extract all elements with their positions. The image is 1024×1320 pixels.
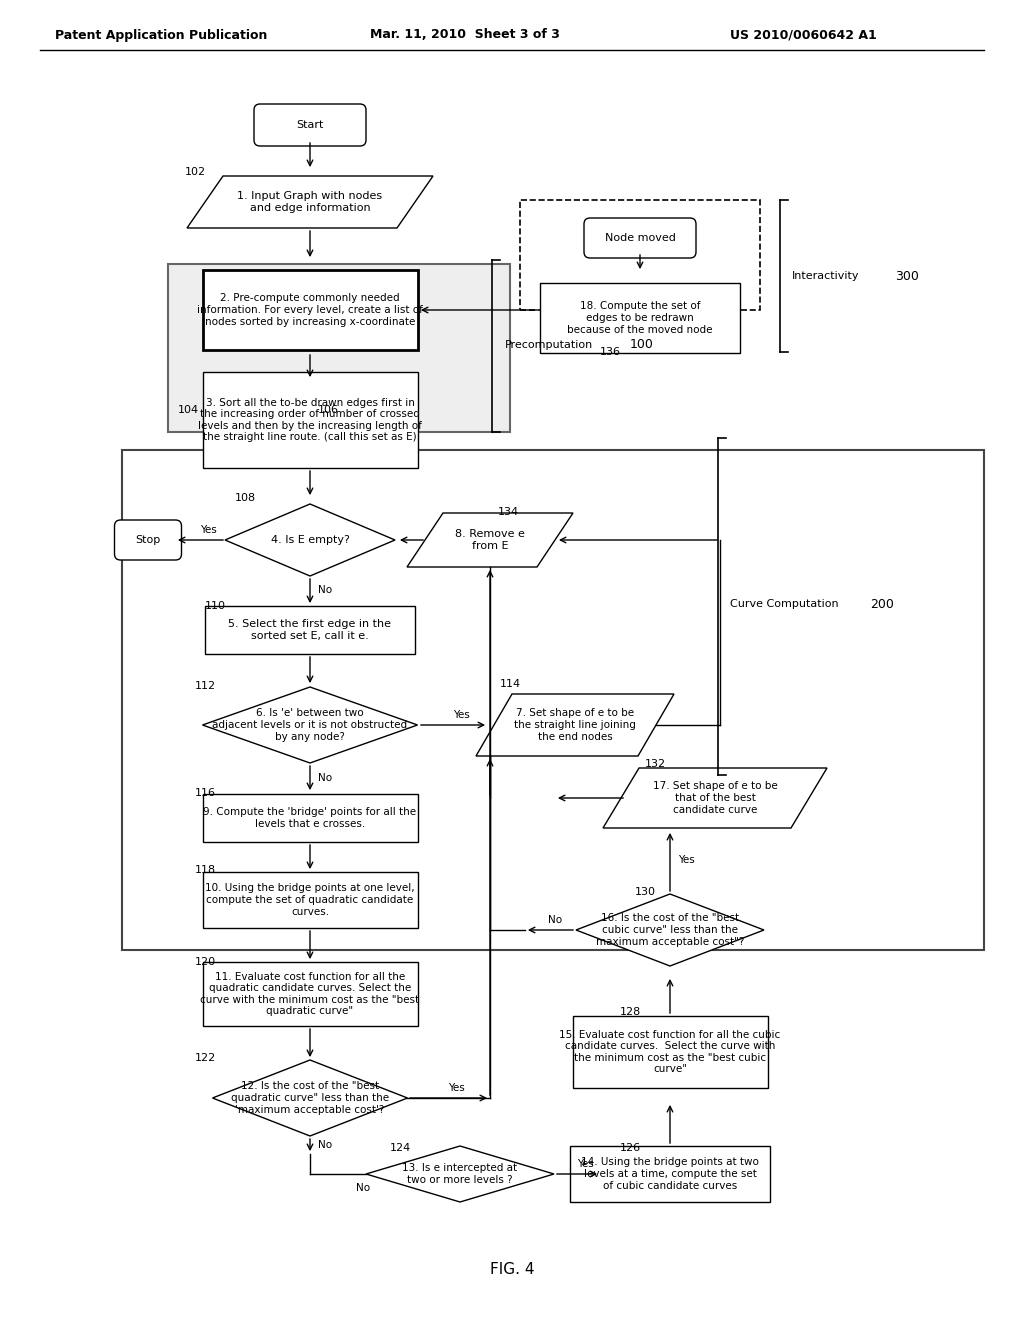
Text: 200: 200: [870, 598, 894, 610]
Text: 9. Compute the 'bridge' points for all the
levels that e crosses.: 9. Compute the 'bridge' points for all t…: [204, 808, 417, 829]
FancyBboxPatch shape: [115, 520, 181, 560]
Text: 8. Remove e
from E: 8. Remove e from E: [455, 529, 525, 550]
Bar: [203, 962, 418, 1026]
Text: 1. Input Graph with nodes
and edge information: 1. Input Graph with nodes and edge infor…: [238, 191, 383, 213]
Text: 118: 118: [195, 865, 216, 875]
Text: 5. Select the first edge in the
sorted set E, call it e.: 5. Select the first edge in the sorted s…: [228, 619, 391, 640]
Bar: [570, 1146, 770, 1203]
Bar: [205, 606, 415, 653]
Text: 108: 108: [234, 492, 256, 503]
Text: 6. Is 'e' between two
adjacent levels or it is not obstructed
by any node?: 6. Is 'e' between two adjacent levels or…: [212, 709, 408, 742]
Text: Yes: Yes: [453, 710, 470, 719]
Text: Start: Start: [296, 120, 324, 129]
Text: 100: 100: [630, 338, 654, 351]
Text: 18. Compute the set of
edges to be redrawn
because of the moved node: 18. Compute the set of edges to be redra…: [567, 301, 713, 334]
Text: Yes: Yes: [678, 855, 694, 865]
Text: No: No: [318, 1140, 332, 1150]
Text: 126: 126: [620, 1143, 641, 1152]
Bar: [203, 795, 418, 842]
Text: US 2010/0060642 A1: US 2010/0060642 A1: [730, 29, 877, 41]
Text: Patent Application Publication: Patent Application Publication: [55, 29, 267, 41]
Text: 110: 110: [205, 601, 226, 611]
Text: Yes: Yes: [200, 525, 217, 535]
Text: Mar. 11, 2010  Sheet 3 of 3: Mar. 11, 2010 Sheet 3 of 3: [370, 29, 560, 41]
Text: 16. Is the cost of the "best
cubic curve" less than the
maximum acceptable cost": 16. Is the cost of the "best cubic curve…: [596, 913, 744, 946]
Text: 120: 120: [195, 957, 216, 968]
Polygon shape: [603, 768, 827, 828]
Polygon shape: [203, 686, 418, 763]
Text: 17. Set shape of e to be
that of the best
candidate curve: 17. Set shape of e to be that of the bes…: [652, 781, 777, 814]
Polygon shape: [476, 694, 674, 756]
Bar: [168, 264, 510, 432]
Text: 102: 102: [185, 168, 206, 177]
Text: 130: 130: [635, 887, 656, 898]
Text: 14. Using the bridge points at two
levels at a time, compute the set
of cubic ca: 14. Using the bridge points at two level…: [581, 1158, 759, 1191]
Text: 116: 116: [195, 788, 216, 799]
Text: 2. Pre-compute commonly needed
information. For every level, create a list of
no: 2. Pre-compute commonly needed informati…: [197, 293, 423, 326]
Text: No: No: [318, 585, 332, 595]
Bar: [122, 450, 984, 950]
Polygon shape: [407, 513, 573, 568]
Text: 10. Using the bridge points at one level,
compute the set of quadratic candidate: 10. Using the bridge points at one level…: [205, 883, 415, 916]
Polygon shape: [225, 504, 395, 576]
Text: FIG. 4: FIG. 4: [489, 1262, 535, 1278]
Text: 124: 124: [390, 1143, 412, 1152]
Text: 122: 122: [195, 1053, 216, 1063]
Text: 300: 300: [895, 269, 919, 282]
Text: 114: 114: [500, 678, 521, 689]
Text: No: No: [356, 1183, 370, 1193]
Bar: [520, 201, 760, 310]
Text: 15. Evaluate cost function for all the cubic
candidate curves.  Select the curve: 15. Evaluate cost function for all the c…: [559, 1030, 780, 1074]
Text: Stop: Stop: [135, 535, 161, 545]
Text: 13. Is e intercepted at
two or more levels ?: 13. Is e intercepted at two or more leve…: [402, 1163, 517, 1185]
Text: Curve Computation: Curve Computation: [730, 599, 839, 609]
Text: 112: 112: [195, 681, 216, 690]
Text: 132: 132: [645, 759, 667, 770]
Text: Yes: Yes: [449, 1082, 465, 1093]
Text: No: No: [318, 774, 332, 783]
FancyBboxPatch shape: [254, 104, 366, 147]
FancyBboxPatch shape: [584, 218, 696, 257]
Polygon shape: [575, 894, 764, 966]
Text: 106: 106: [318, 405, 339, 414]
Text: 11. Evaluate cost function for all the
quadratic candidate curves. Select the
cu: 11. Evaluate cost function for all the q…: [201, 972, 420, 1016]
Polygon shape: [213, 1060, 408, 1137]
Bar: [540, 282, 740, 352]
Polygon shape: [366, 1146, 554, 1203]
Text: Interactivity: Interactivity: [792, 271, 859, 281]
Bar: [203, 873, 418, 928]
Text: 134: 134: [498, 507, 519, 517]
Text: Precomputation: Precomputation: [505, 341, 593, 350]
Text: No: No: [548, 915, 562, 925]
Text: 3. Sort all the to-be drawn edges first in
the increasing order of number of cro: 3. Sort all the to-be drawn edges first …: [198, 397, 422, 442]
Bar: [572, 1016, 768, 1088]
Text: Node moved: Node moved: [604, 234, 676, 243]
Text: 104: 104: [178, 405, 199, 414]
Bar: [203, 372, 418, 469]
Polygon shape: [187, 176, 433, 228]
Text: 128: 128: [620, 1007, 641, 1016]
Text: 12. Is the cost of the "best
quadratic curve" less than the
'maximum acceptable : 12. Is the cost of the "best quadratic c…: [231, 1081, 389, 1114]
Text: 7. Set shape of e to be
the straight line joining
the end nodes: 7. Set shape of e to be the straight lin…: [514, 709, 636, 742]
Bar: [203, 271, 418, 350]
Text: 4. Is E empty?: 4. Is E empty?: [270, 535, 349, 545]
Text: Yes: Yes: [577, 1159, 594, 1170]
Text: 136: 136: [600, 347, 621, 356]
